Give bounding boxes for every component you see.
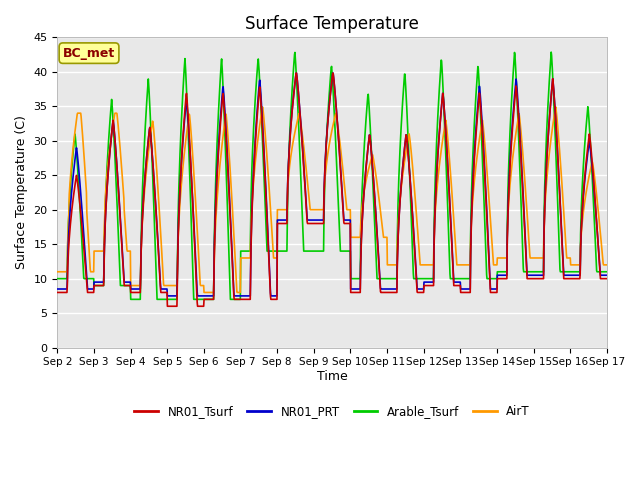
Title: Surface Temperature: Surface Temperature — [245, 15, 419, 33]
Legend: NR01_Tsurf, NR01_PRT, Arable_Tsurf, AirT: NR01_Tsurf, NR01_PRT, Arable_Tsurf, AirT — [130, 400, 534, 422]
X-axis label: Time: Time — [317, 370, 348, 383]
Y-axis label: Surface Temperature (C): Surface Temperature (C) — [15, 116, 28, 269]
Text: BC_met: BC_met — [63, 47, 115, 60]
